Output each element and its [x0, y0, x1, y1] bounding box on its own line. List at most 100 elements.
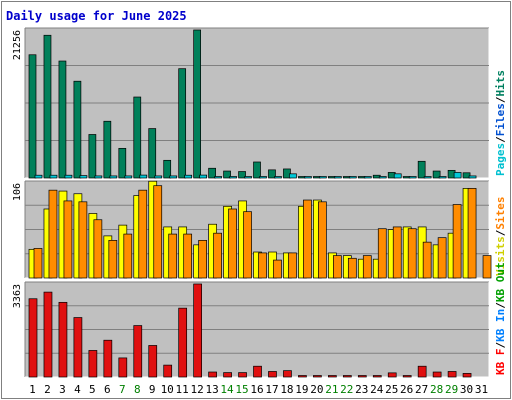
- legend-separator: /: [494, 136, 507, 143]
- bar-pages-day-14: [229, 176, 237, 179]
- bar-sites-day-16: [258, 252, 267, 279]
- bar-sites-day-17: [273, 259, 282, 279]
- bar-pages-day-15: [244, 176, 252, 179]
- bar-sites-day-14: [228, 208, 237, 279]
- bar-pages-day-6: [109, 175, 118, 179]
- axis-legend: KB F/KB In/KB Out: [494, 262, 507, 375]
- y-axis-max-label: 3363: [12, 284, 23, 308]
- bar-pages-day-19: [304, 176, 312, 179]
- x-tick-label: 19: [295, 383, 308, 396]
- legend-entry: Sites: [494, 197, 507, 230]
- bar-kbf-day-8: [133, 325, 143, 378]
- bar-pages-day-5: [94, 175, 103, 179]
- bar-pages-day-18: [289, 173, 297, 179]
- legend-entry: KB Out: [494, 262, 507, 302]
- bar-hits-day-5: [88, 134, 97, 179]
- bar-sites-day-22: [347, 257, 357, 279]
- bar-kbf-day-2: [43, 291, 53, 378]
- x-tick-label: 29: [445, 383, 458, 396]
- x-tick-label: 23: [355, 383, 368, 396]
- bar-sites-day-30: [467, 188, 477, 279]
- bar-kbf-day-14: [223, 372, 232, 378]
- bar-kbf-day-3: [58, 301, 68, 378]
- x-tick-label: 3: [59, 383, 66, 396]
- bar-hits-day-30: [462, 172, 471, 179]
- bar-kbf-day-20: [313, 375, 322, 378]
- legend-separator: /: [494, 342, 507, 349]
- bar-pages-day-26: [408, 176, 417, 179]
- bar-pages-day-22: [348, 176, 357, 179]
- bar-kbf-day-24: [372, 375, 382, 378]
- bar-pages-day-11: [184, 174, 193, 179]
- legend-separator: /: [494, 229, 507, 236]
- x-axis-labels: 1 2 3 4 5 6 7 8 9 10 11 12 13 14 15 16 17 18 19 20 21 22 23 24 2…: [29, 383, 488, 396]
- bar-sites-day-26: [407, 228, 417, 279]
- x-tick-label: 15: [235, 383, 248, 396]
- bar-kbf-day-5: [88, 350, 98, 378]
- x-tick-label: 10: [161, 383, 174, 396]
- bar-sites-day-15: [243, 211, 252, 279]
- bar-sites-day-4: [78, 201, 88, 279]
- x-tick-label: 20: [310, 383, 323, 396]
- x-tick-label: 9: [149, 383, 156, 396]
- bar-hits-day-16: [253, 161, 261, 179]
- bar-sites-day-6: [108, 240, 118, 279]
- bar-sites-day-25: [392, 226, 402, 279]
- bar-kbf-day-22: [342, 375, 352, 378]
- x-tick-label: 21: [325, 383, 338, 396]
- bar-hits-day-1: [28, 54, 37, 179]
- bar-kbf-day-16: [253, 365, 262, 378]
- bar-kbf-day-29: [447, 371, 457, 378]
- bar-pages-day-28: [438, 176, 447, 179]
- x-tick-label: 28: [430, 383, 443, 396]
- bar-sites-day-10: [168, 233, 178, 279]
- x-tick-label: 18: [280, 383, 293, 396]
- bar-pages-day-16: [259, 176, 267, 179]
- bar-sites-day-11: [183, 233, 193, 279]
- bar-sites-day-19: [303, 199, 312, 279]
- bar-pages-day-25: [393, 173, 402, 179]
- bar-kbf-day-25: [387, 372, 397, 378]
- legend-separator: /: [494, 96, 507, 103]
- bar-kbf-day-4: [73, 317, 83, 378]
- legend-entry: KB In: [494, 309, 507, 342]
- bar-kbf-day-9: [148, 345, 158, 378]
- bar-pages-day-30: [468, 175, 477, 179]
- axis-legend: Pages/Files/Hits: [494, 70, 507, 176]
- bar-sites-day-1: [33, 248, 43, 279]
- x-tick-label: 2: [44, 383, 51, 396]
- bar-hits-day-11: [178, 68, 187, 179]
- x-tick-label: 16: [250, 383, 263, 396]
- bar-kbf-day-30: [462, 373, 472, 378]
- bar-kbf-day-12: [193, 283, 202, 378]
- x-tick-label: 1: [29, 383, 36, 396]
- axis-legend: Visits/Sites: [494, 197, 507, 277]
- bar-hits-day-10: [163, 159, 172, 179]
- chart-title: Daily usage for June 2025: [6, 9, 187, 23]
- bar-kbf-day-11: [178, 307, 188, 378]
- bar-kbf-day-15: [238, 372, 247, 378]
- bar-pages-day-7: [124, 175, 133, 179]
- bar-pages-day-9: [154, 175, 163, 179]
- x-tick-label: 4: [74, 383, 81, 396]
- bar-pages-day-8: [139, 174, 148, 179]
- y-axis-max-label: 106: [12, 183, 23, 201]
- bar-sites-day-27: [422, 241, 432, 279]
- bar-kbf-day-1: [28, 298, 38, 378]
- legend-separator: /: [494, 302, 507, 309]
- bar-pages-day-12: [199, 174, 207, 179]
- legend-entry: Files: [494, 103, 507, 136]
- x-tick-label: 27: [415, 383, 428, 396]
- bar-hits-day-4: [73, 80, 82, 179]
- bar-pages-day-13: [214, 176, 222, 179]
- bar-sites-day-9: [153, 185, 163, 279]
- bar-pages-day-17: [274, 176, 282, 179]
- bar-sites-day-28: [437, 237, 447, 279]
- legend-entry: KB F: [494, 349, 507, 376]
- x-tick-label: 7: [119, 383, 126, 396]
- bar-pages-day-10: [169, 175, 178, 179]
- bar-pages-day-23: [363, 176, 372, 179]
- bar-kbf-day-17: [268, 371, 277, 378]
